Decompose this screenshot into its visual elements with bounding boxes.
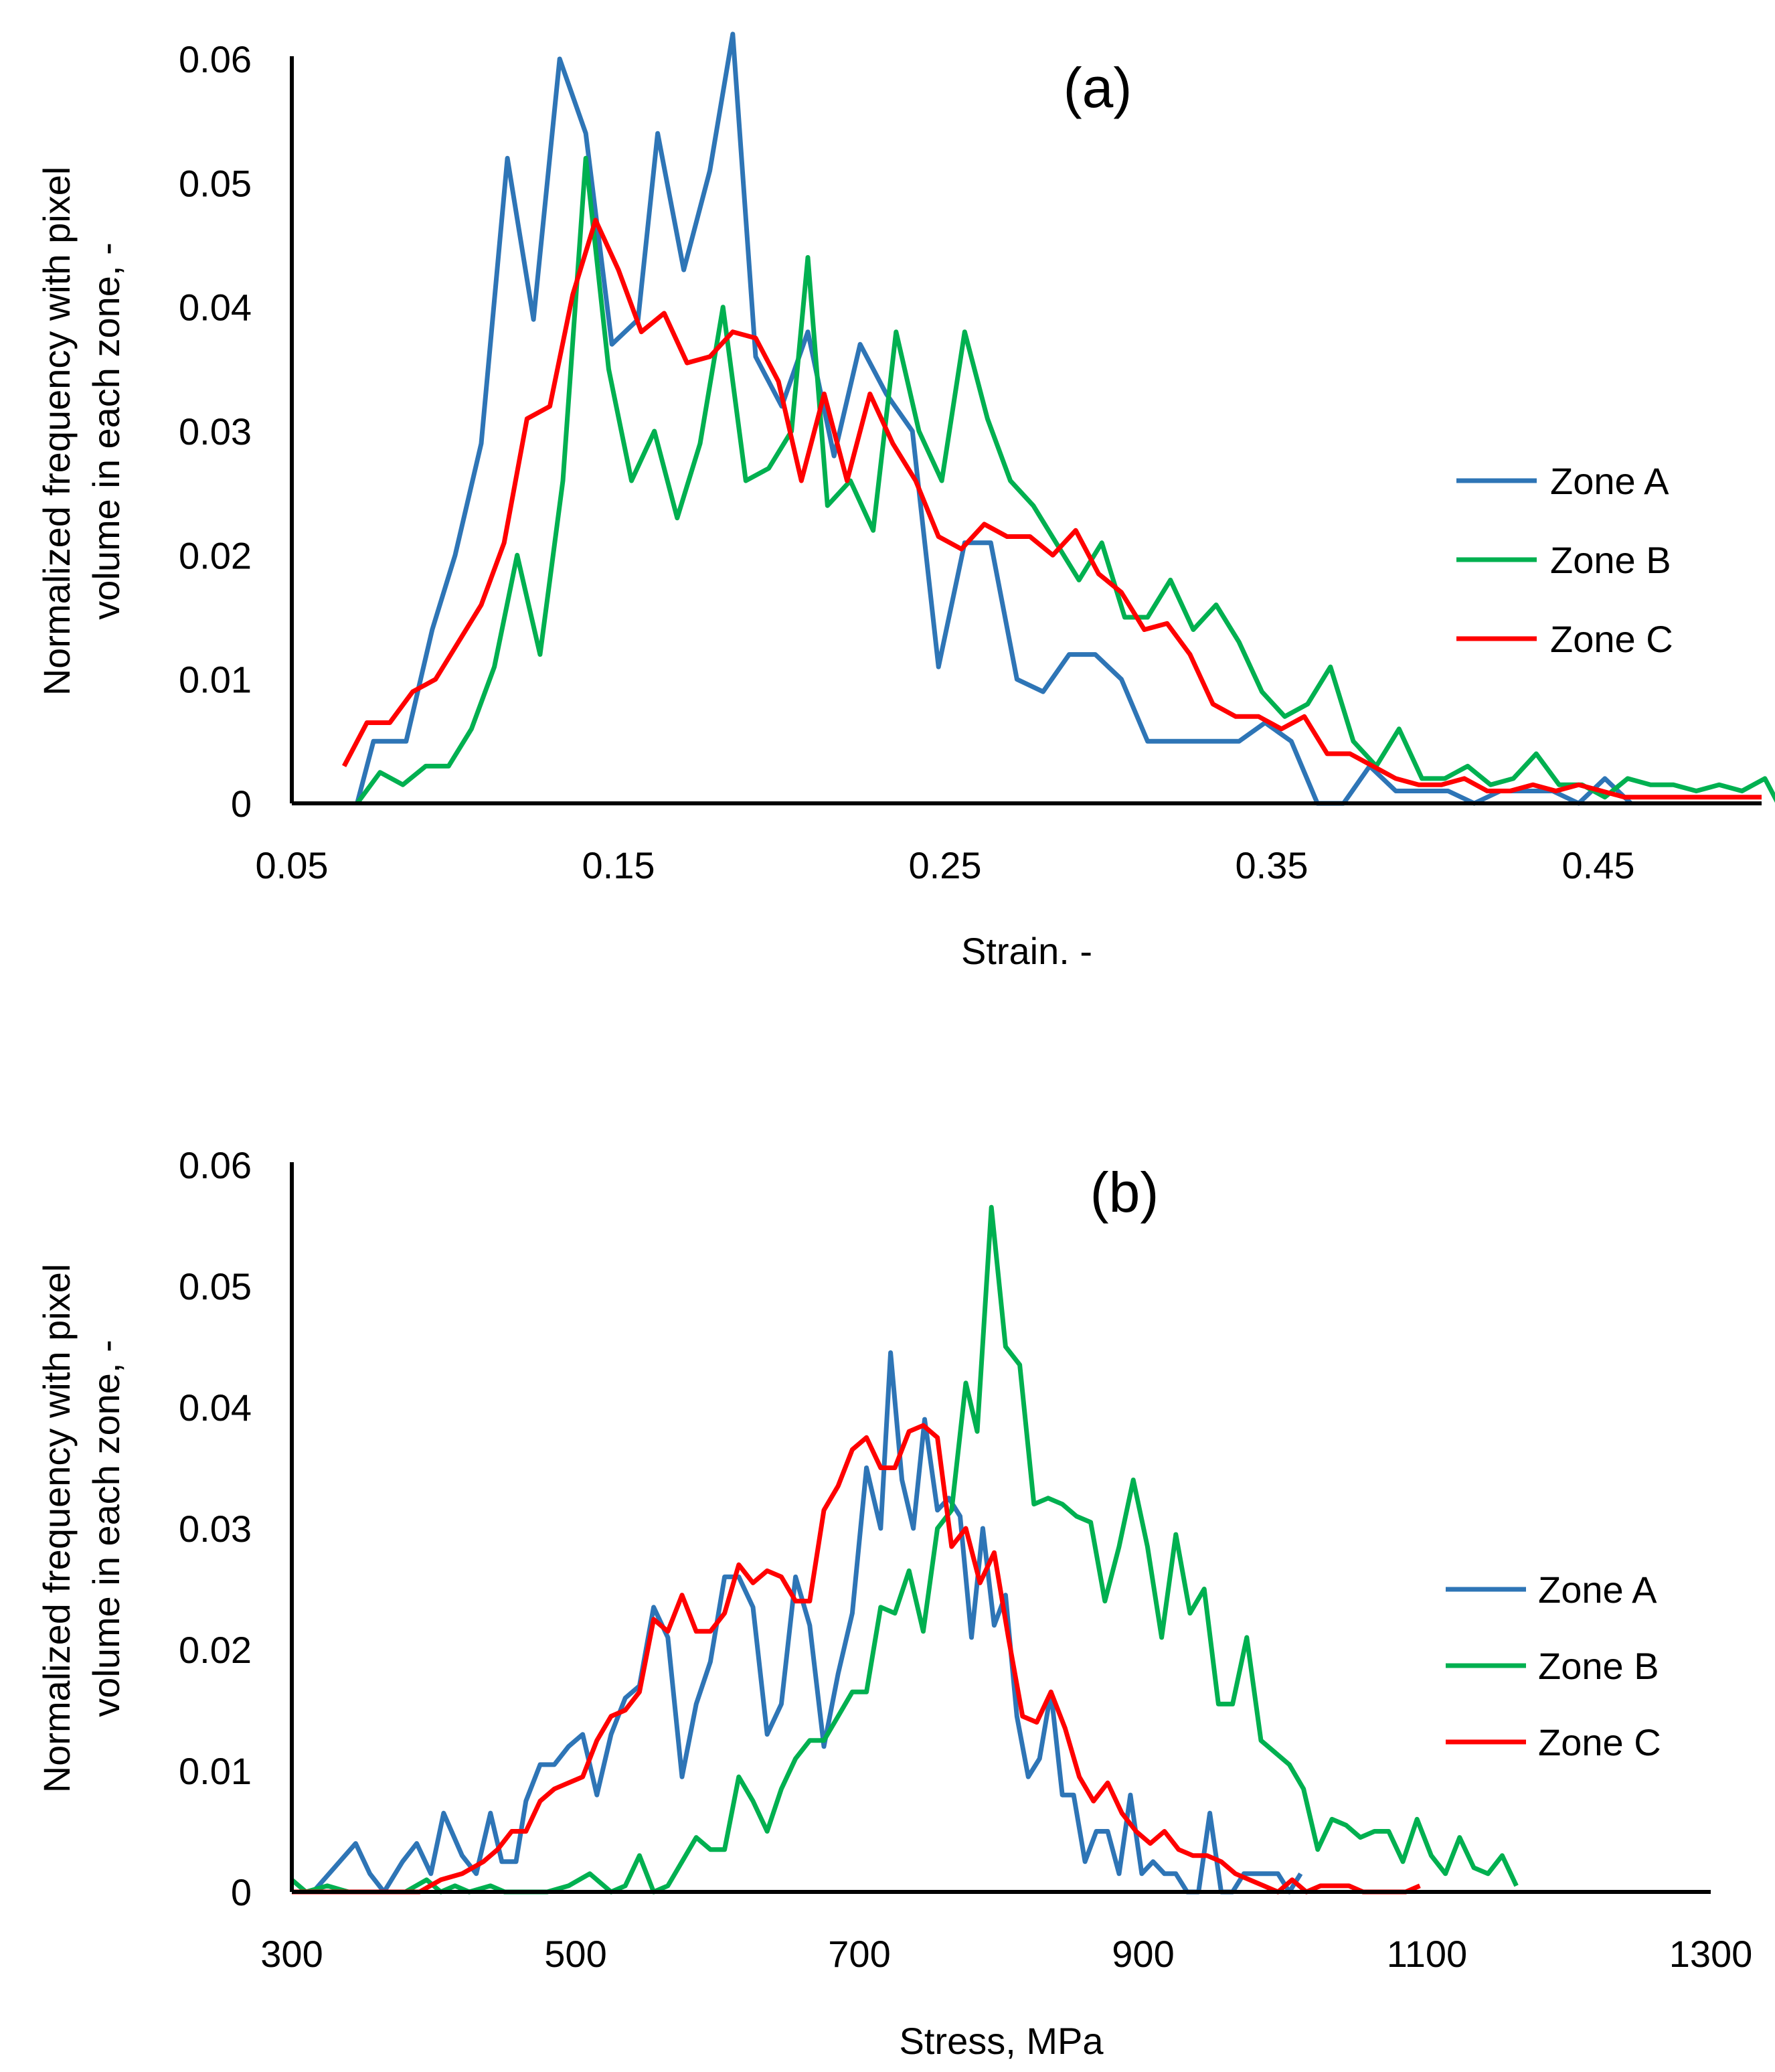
y-tick-label: 0.05 xyxy=(179,1265,252,1307)
x-tick-label: 0.35 xyxy=(1236,844,1308,886)
y-tick-label: 0.06 xyxy=(179,38,252,80)
panel-label: (b) xyxy=(1090,1161,1159,1224)
legend: Zone A Zone B Zone C xyxy=(1446,1569,1661,1763)
x-tick-label: 1300 xyxy=(1669,1933,1753,1975)
y-tick-label: 0.01 xyxy=(179,1750,252,1792)
legend-label: Zone C xyxy=(1538,1721,1661,1763)
x-tick-label: 0.15 xyxy=(582,844,655,886)
legend: Zone A Zone B Zone C xyxy=(1456,460,1673,660)
legend-label: Zone A xyxy=(1538,1569,1657,1611)
y-tick-label: 0.03 xyxy=(179,1508,252,1550)
y-tick-label: 0.02 xyxy=(179,534,252,576)
x-tick-label: 0.05 xyxy=(256,844,329,886)
y-tick-label: 0.05 xyxy=(179,162,252,204)
chart-a: 0 0.01 0.02 0.03 0.04 0.05 0.06 0.05 0.15 0.25 0.3… xyxy=(35,31,1775,972)
y-axis-title-line: volume in each zone, - xyxy=(85,242,127,619)
series-line-zone-a xyxy=(292,1350,1303,1895)
y-tick-label: 0 xyxy=(231,1871,252,1913)
chart-b: 0 0.01 0.02 0.03 0.04 0.05 0.06 300 500 700 900 110… xyxy=(35,1144,1752,2062)
series-line-zone-c xyxy=(342,218,1762,800)
y-tick-label: 0.04 xyxy=(179,287,252,329)
x-tick-label: 900 xyxy=(1112,1933,1174,1975)
x-axis-title: Stress, MPa xyxy=(900,2020,1104,2062)
x-axis-title: Strain. - xyxy=(961,930,1092,972)
x-tick-label: 700 xyxy=(828,1933,890,1975)
legend-label: Zone A xyxy=(1550,460,1669,502)
y-axis-title-line: Normalized frequency with pixel xyxy=(35,167,78,696)
y-axis-title-line: Normalized frequency with pixel xyxy=(35,1264,78,1794)
x-tick-label: 0.45 xyxy=(1562,844,1635,886)
legend-label: Zone B xyxy=(1550,539,1671,581)
x-tick-label: 300 xyxy=(260,1933,323,1975)
x-tick-label: 0.25 xyxy=(909,844,982,886)
y-axis-title-line: volume in each zone, - xyxy=(85,1340,127,1717)
series-line-zone-b xyxy=(355,155,1775,805)
x-tick-label: 1100 xyxy=(1387,1933,1467,1975)
y-tick-label: 0.02 xyxy=(179,1629,252,1671)
series-line-zone-b xyxy=(290,1204,1519,1895)
panel-label: (a) xyxy=(1064,56,1132,119)
x-tick-label: 500 xyxy=(544,1933,606,1975)
y-tick-label: 0.01 xyxy=(179,659,252,701)
legend-label: Zone C xyxy=(1550,618,1673,660)
y-tick-label: 0.04 xyxy=(179,1386,252,1429)
y-tick-label: 0.06 xyxy=(179,1144,252,1186)
y-tick-label: 0 xyxy=(231,783,252,825)
series-line-zone-a xyxy=(355,31,1633,806)
y-tick-label: 0.03 xyxy=(179,410,252,453)
legend-label: Zone B xyxy=(1538,1645,1659,1687)
series-line-zone-c xyxy=(292,1423,1421,1895)
